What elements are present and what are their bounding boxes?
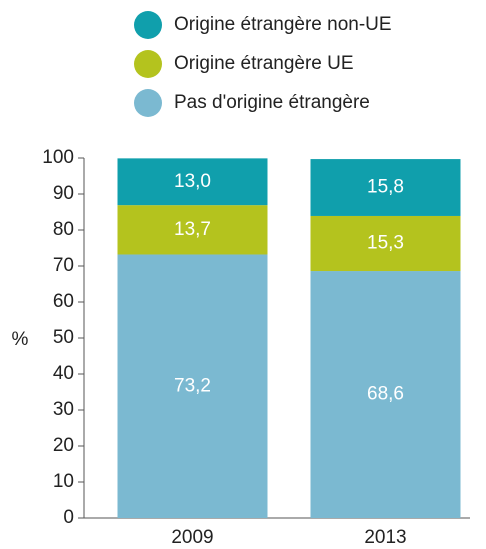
legend-swatch: [134, 11, 162, 39]
y-tick-label: 100: [42, 147, 74, 168]
y-tick-label: 80: [53, 219, 74, 240]
x-tick-label: 2009: [171, 527, 213, 548]
y-tick-label: 0: [63, 507, 74, 528]
value-label: 15,3: [367, 233, 404, 254]
bar-segment: [117, 205, 268, 255]
value-label: 68,6: [367, 384, 404, 405]
y-tick-label: 10: [53, 471, 74, 492]
value-label: 13,0: [174, 171, 211, 192]
bar-segment: [117, 254, 268, 519]
y-tick-label: 30: [53, 399, 74, 420]
legend-swatch: [134, 50, 162, 78]
y-tick-label: 50: [53, 327, 74, 348]
y-tick-label: 20: [53, 435, 74, 456]
y-axis-label: %: [12, 329, 29, 350]
bar-segment: [310, 215, 461, 272]
legend-label: Origine étrangère UE: [174, 53, 354, 74]
value-label: 73,2: [174, 375, 211, 396]
bar-segment: [117, 158, 268, 206]
y-tick-label: 90: [53, 183, 74, 204]
value-label: 15,8: [367, 177, 404, 198]
legend-label: Origine étrangère non-UE: [174, 14, 392, 35]
y-tick-label: 70: [53, 255, 74, 276]
y-tick-label: 40: [53, 363, 74, 384]
y-tick-label: 60: [53, 291, 74, 312]
legend-label: Pas d'origine étrangère: [174, 92, 370, 113]
bar-segment: [310, 159, 461, 216]
bar-segment: [310, 271, 461, 518]
legend-swatch: [134, 89, 162, 117]
value-label: 13,7: [174, 219, 211, 240]
x-tick-label: 2013: [364, 527, 406, 548]
